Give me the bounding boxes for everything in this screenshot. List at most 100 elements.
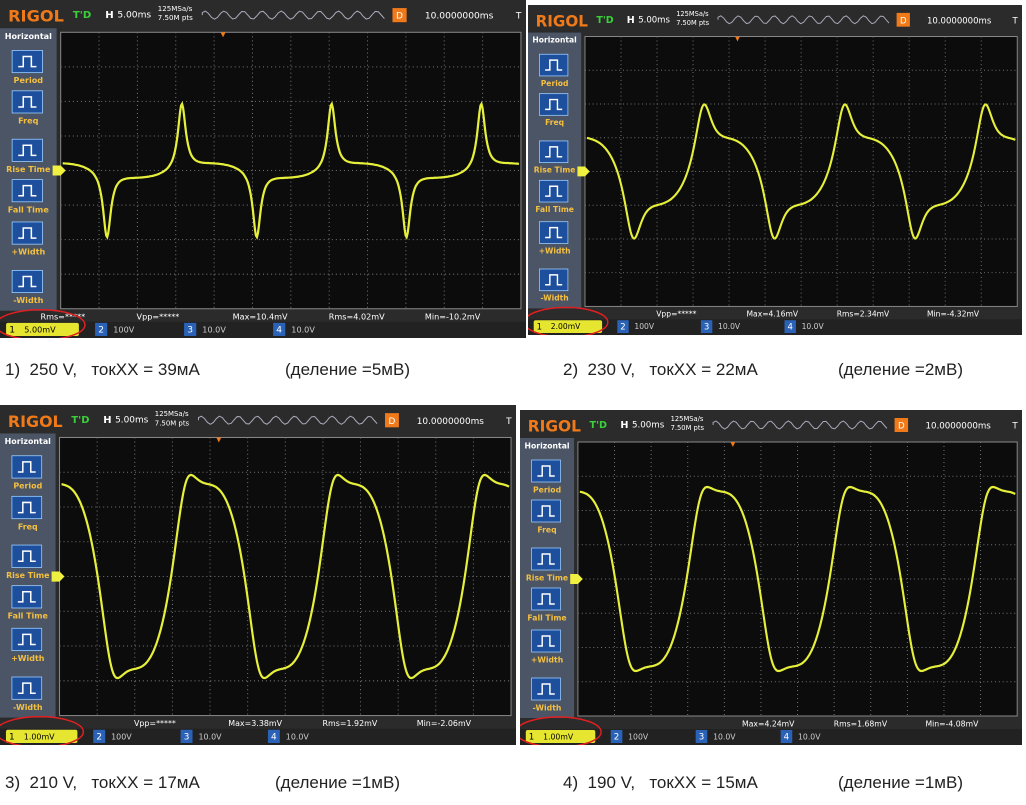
scope-photo: RIGOL T'D H 5.00ms 125MSa/s 7.50M pts D 10.0000… [0,405,516,745]
channel-number: 4 [271,732,277,742]
measurement: Max=4.16mV [747,309,799,318]
menu-item: Rise Time [6,571,50,580]
menu-glyph [18,96,37,108]
menu-item: Horizontal [532,35,576,44]
menu-icon [11,138,43,162]
menu-glyph [537,553,555,565]
channel-num-box [610,730,623,743]
ch1-marker [570,574,583,584]
menu-glyph [18,227,37,239]
menu-item: -Width [13,295,43,305]
menu-icon [11,455,43,479]
menu-icon [531,587,561,611]
trigger-status: T'D [596,15,613,26]
channel-scale: 2.00mV [551,322,581,331]
trigger-status: T'D [590,420,608,431]
waveform [586,103,1016,240]
channel-number: 1 [9,732,15,742]
menu-icon [539,93,569,116]
delay-label: D [396,12,403,22]
menu-glyph [537,465,555,477]
timebase: 5.00ms [632,420,665,430]
timebase-label: H [620,420,628,431]
measurement: Rms=4.02mV [329,311,385,321]
trigger-marker [216,437,222,443]
channel-bar [0,321,526,338]
menu-icon [531,499,561,523]
menu-glyph [545,226,563,239]
brand: RIGOL [536,12,589,30]
menu-icon [531,459,561,483]
menu-glyph [537,683,555,695]
menu-item: Fall Time [527,613,566,622]
measurement: Rms=1.92mV [323,719,378,728]
channel-number: 1 [9,325,15,335]
channel-num-box [273,322,286,336]
measurement: Rms=1.68mV [834,719,888,728]
memory-depth: 7.50M pts [671,424,705,432]
channel-number: 4 [784,732,790,742]
trigger-marker [220,32,226,38]
menu-item: +Width [531,655,563,664]
channel-num-box [267,729,280,743]
trigger-label: T [1011,421,1018,431]
channel-num-box [93,729,106,743]
channel-box [5,729,78,743]
channel-bar [0,728,516,745]
red-circle [0,715,85,745]
menu-item: Rise Time [6,164,51,174]
channel-num-box [784,320,796,334]
delay-box [392,8,407,23]
menu-item: -Width [13,703,43,712]
overview-wave [712,420,888,430]
delay-box [896,12,910,27]
ch1-marker [577,166,590,177]
menu-icon [11,269,43,294]
waveform [61,473,510,680]
measurement: Max=4.24mV [742,719,795,728]
menu-item: Fall Time [535,205,574,214]
menu-icon [539,140,569,164]
menu-glyph [537,505,555,517]
menu-glyph [18,184,37,197]
measurement: Vpp=***** [134,719,176,728]
menu-bg [520,438,575,718]
memory-depth: 7.50M pts [155,418,190,427]
timebase-label: H [103,415,111,426]
channel-scale: 100V [634,322,654,331]
caption-label: 1) 250 V, токХХ = 39мА [5,360,200,379]
channel-scale: 10.0V [713,732,736,741]
channel-scale: 100V [111,732,132,741]
scope-photo: RIGOL T'D H 5.00ms 125MSa/s 7.50M pts D 10.0000… [528,5,1022,335]
channel-number: 3 [699,732,705,742]
delay: 10.0000000ms [927,16,992,26]
menu-bg [0,433,56,718]
channel-num-box [700,320,713,334]
menu-item: +Width [11,654,44,663]
menu-icon [539,179,569,203]
trigger-label: T [505,417,512,427]
trigger-label: T [1012,16,1019,26]
scope-photo: RIGOL T'D H 5.00ms 125MSa/s 7.50M pts D 10.0000… [520,410,1022,745]
menu-icon [11,90,43,114]
menu-glyph [17,501,36,514]
channel-number: 2 [96,732,102,742]
scope-screen: RIGOL T'D H 5.00ms 125MSa/s7.50M pts D 10.0000… [520,410,1022,745]
menu-icon [531,677,561,701]
timebase: 5.00ms [638,15,670,25]
scope-screen: RIGOL T'D H 5.00ms 125MSa/s7.50M pts D 10.0000… [0,0,526,338]
menu-glyph [17,682,36,694]
menu-item: Period [533,485,561,494]
menu-item: Horizontal [5,31,52,41]
channel-num-box [780,730,793,743]
menu-item: Fall Time [8,204,50,214]
menu-icon [11,50,43,74]
delay: 10.0000000ms [417,417,484,427]
measurement: Min=-10.2mV [425,311,481,321]
menu-icon [531,547,561,571]
delay: 10.0000000ms [425,12,494,22]
menu-bg [0,28,57,311]
timebase: 5.00ms [117,11,151,21]
channel-bar [528,319,1022,335]
scope-photo: RIGOL T'D H 5.00ms 125MSa/s 7.50M pts D 10.0000… [0,0,526,338]
